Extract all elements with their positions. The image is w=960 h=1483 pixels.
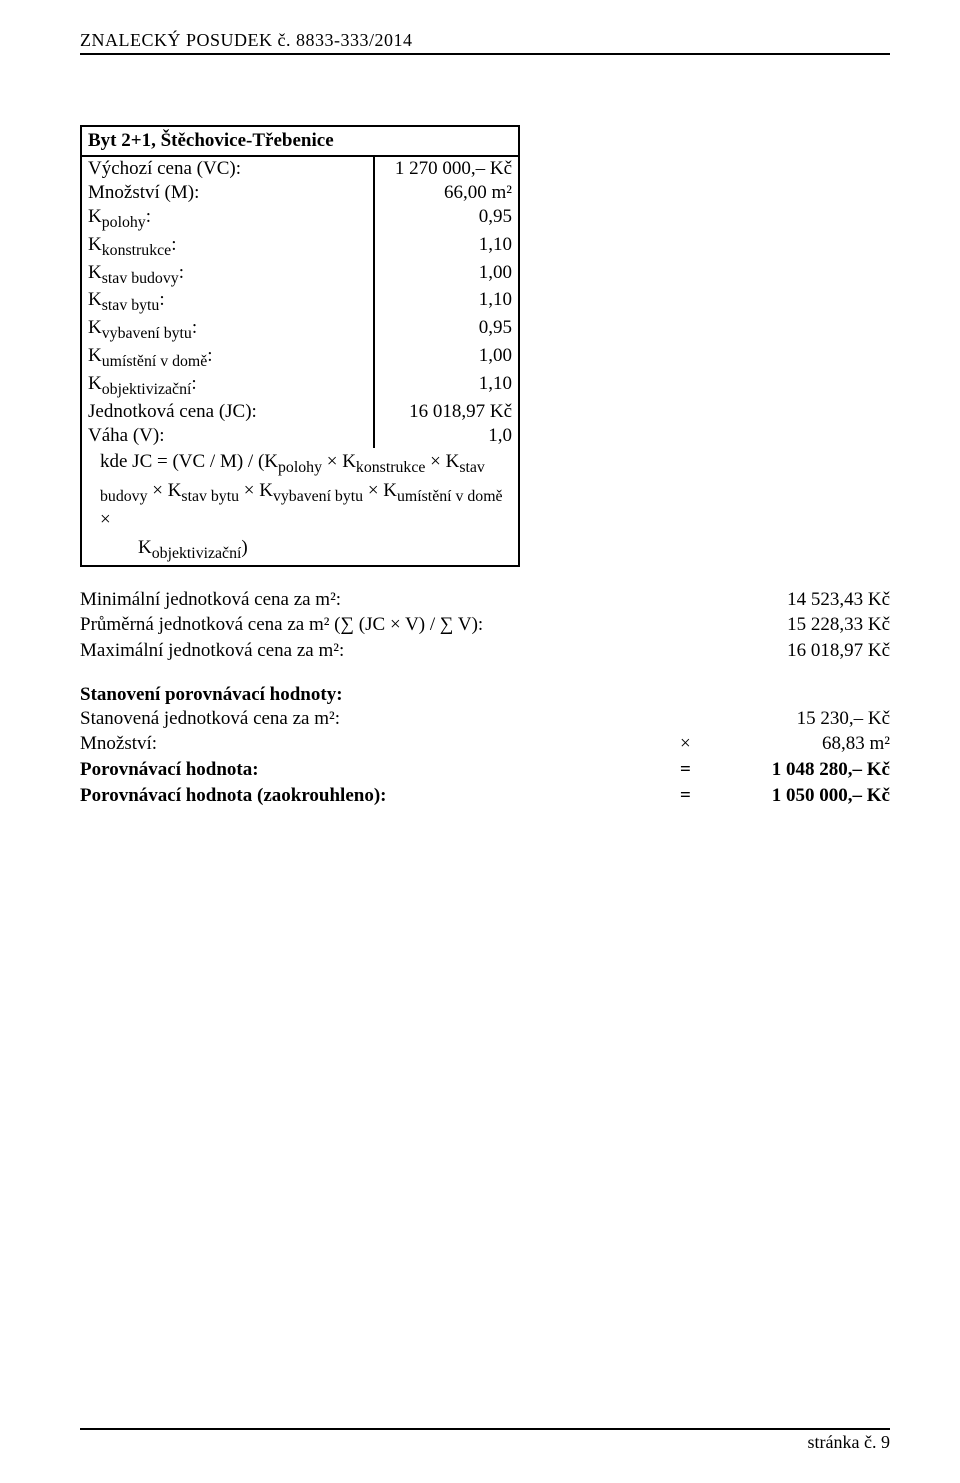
qty-sym: ×	[680, 731, 710, 757]
row-value: 1 270 000,– Kč	[373, 157, 518, 181]
row-value: 1,10	[373, 233, 518, 261]
max-value: 16 018,97 Kč	[690, 638, 890, 664]
max-label: Maximální jednotková cena za m²:	[80, 638, 344, 664]
avg-value: 15 228,33 Kč	[690, 612, 890, 638]
qty-value: 68,83 m²	[710, 731, 890, 757]
row-value: 1,00	[373, 344, 518, 372]
table-row: Výchozí cena (VC):1 270 000,– Kč	[82, 157, 518, 181]
table-row: Kkonstrukce:1,10	[82, 233, 518, 261]
rnd-label: Porovnávací hodnota (zaokrouhleno):	[80, 783, 680, 809]
result-section: Stanovení porovnávací hodnoty: Stanovená…	[80, 684, 890, 809]
page-footer: stránka č. 9	[80, 1428, 890, 1453]
row-label: Množství (M):	[82, 181, 373, 205]
table-row: Váha (V):1,0	[82, 424, 518, 448]
table-row: Kstav bytu:1,10	[82, 288, 518, 316]
row-value: 16 018,97 Kč	[373, 400, 518, 424]
row-value: 0,95	[373, 316, 518, 344]
row-value: 0,95	[373, 205, 518, 233]
table-row: Množství (M):66,00 m²	[82, 181, 518, 205]
row-label: Kobjektivizační:	[82, 372, 373, 400]
row-label: Kpolohy:	[82, 205, 373, 233]
avg-label: Průměrná jednotková cena za m² (∑ (JC × …	[80, 612, 483, 638]
formula-line-2: Kobjektivizační)	[82, 534, 518, 565]
table-title: Byt 2+1, Štěchovice-Třebenice	[82, 127, 518, 157]
rnd-sym: =	[680, 783, 710, 809]
table-row: Kvybavení bytu:0,95	[82, 316, 518, 344]
cmp-label: Porovnávací hodnota:	[80, 757, 680, 783]
table-row: Kobjektivizační:1,10	[82, 372, 518, 400]
unit-price-value: 15 230,– Kč	[710, 706, 890, 732]
row-value: 1,10	[373, 372, 518, 400]
row-value: 1,0	[373, 424, 518, 448]
formula-line-1: kde JC = (VC / M) / (Kpolohy × Kkonstruk…	[82, 448, 518, 534]
min-value: 14 523,43 Kč	[690, 587, 890, 613]
unit-price-label: Stanovená jednotková cena za m²:	[80, 706, 680, 732]
row-label: Kstav budovy:	[82, 261, 373, 289]
cmp-value: 1 048 280,– Kč	[710, 757, 890, 783]
row-label: Kkonstrukce:	[82, 233, 373, 261]
row-value: 1,00	[373, 261, 518, 289]
row-label: Váha (V):	[82, 424, 373, 448]
stats-section: Minimální jednotková cena za m²: 14 523,…	[80, 587, 890, 664]
rnd-value: 1 050 000,– Kč	[710, 783, 890, 809]
row-value: 1,10	[373, 288, 518, 316]
result-heading: Stanovení porovnávací hodnoty:	[80, 684, 890, 706]
table-row: Jednotková cena (JC):16 018,97 Kč	[82, 400, 518, 424]
row-label: Kstav bytu:	[82, 288, 373, 316]
qty-label: Množství:	[80, 731, 680, 757]
row-value: 66,00 m²	[373, 181, 518, 205]
row-label: Kumístění v domě:	[82, 344, 373, 372]
cmp-sym: =	[680, 757, 710, 783]
page-header: ZNALECKÝ POSUDEK č. 8833-333/2014	[80, 30, 890, 55]
row-label: Výchozí cena (VC):	[82, 157, 373, 181]
table-row: Kstav budovy:1,00	[82, 261, 518, 289]
unit-price-sym	[680, 706, 710, 732]
row-label: Kvybavení bytu:	[82, 316, 373, 344]
calc-table: Byt 2+1, Štěchovice-Třebenice Výchozí ce…	[80, 125, 520, 567]
table-row: Kumístění v domě:1,00	[82, 344, 518, 372]
row-label: Jednotková cena (JC):	[82, 400, 373, 424]
table-row: Kpolohy:0,95	[82, 205, 518, 233]
min-label: Minimální jednotková cena za m²:	[80, 587, 341, 613]
